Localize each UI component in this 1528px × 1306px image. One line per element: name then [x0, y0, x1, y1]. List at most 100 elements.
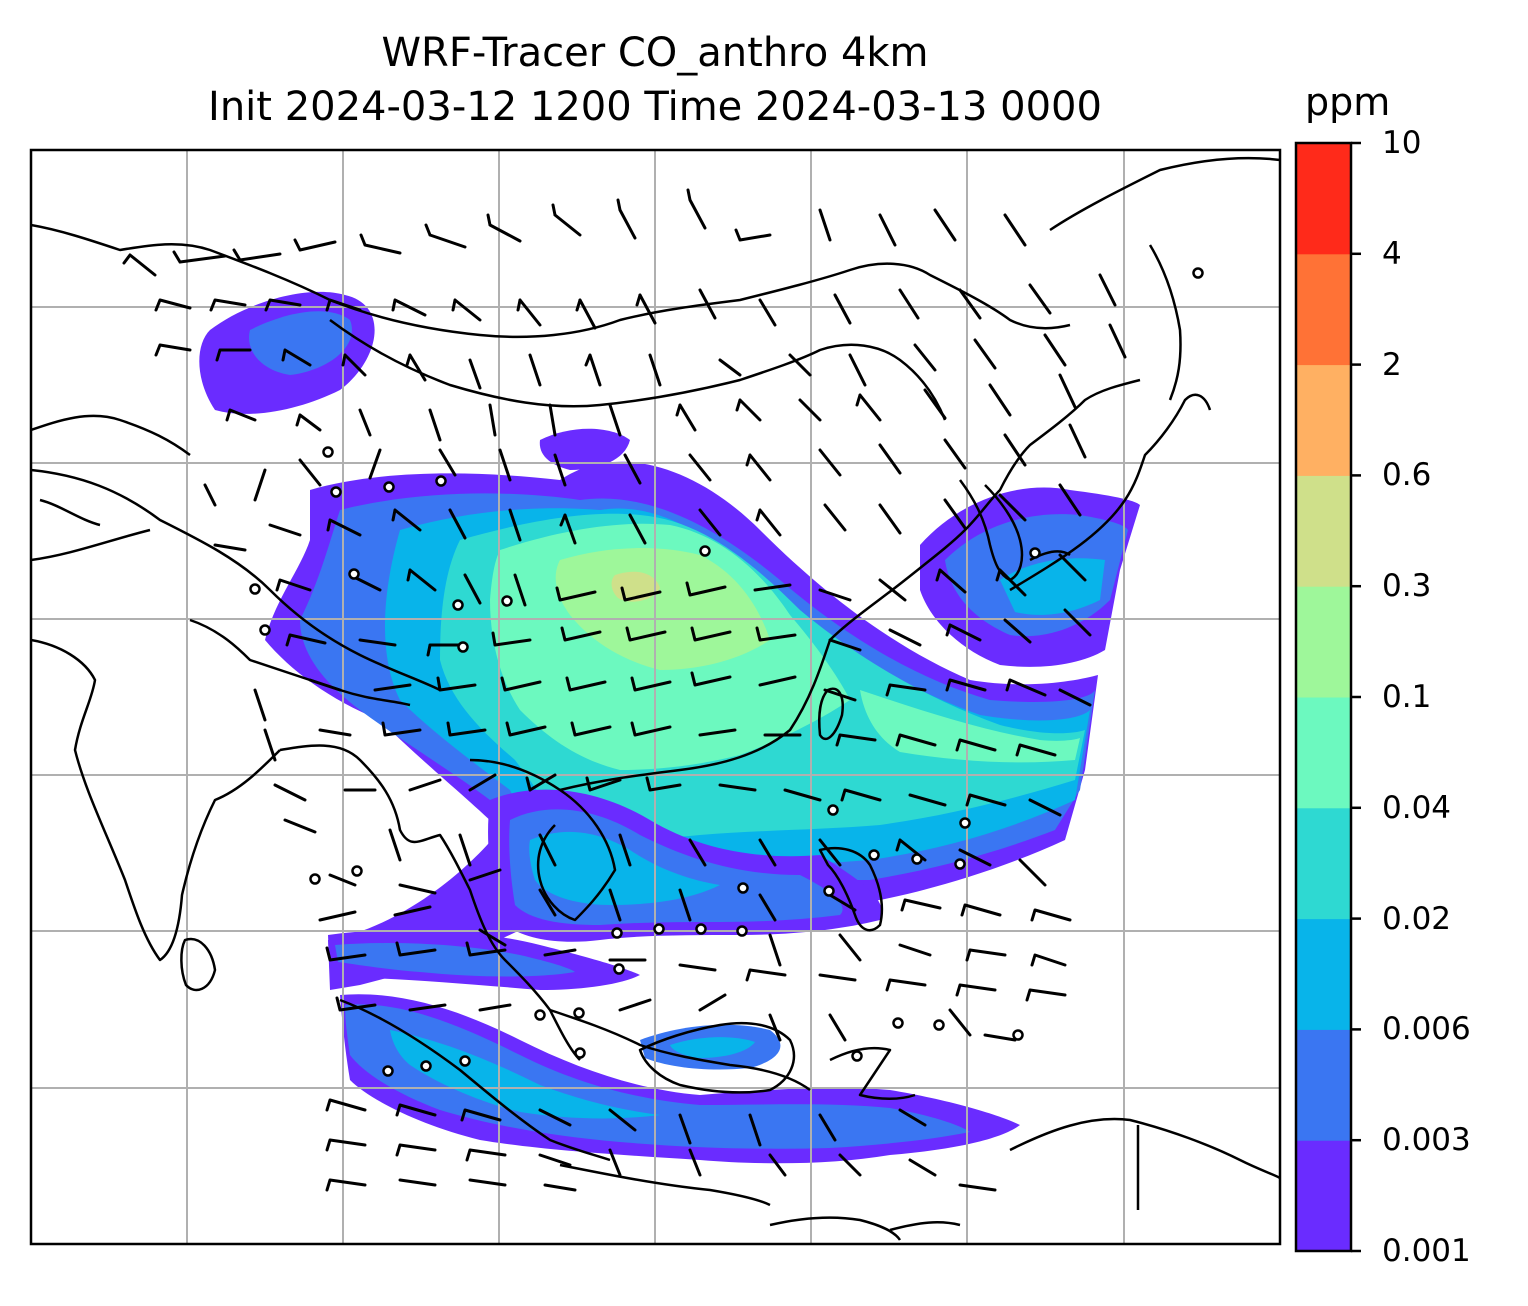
wind-barb: [838, 1153, 862, 1177]
wind-barb: [685, 581, 727, 597]
calm-marker: [1029, 547, 1041, 559]
wind-barb: [408, 1003, 447, 1012]
wind-barb: [543, 1183, 577, 1192]
wind-barb: [678, 1113, 692, 1145]
wind-barb: [965, 793, 1007, 807]
wind-barb: [1058, 483, 1082, 517]
wind-barb: [395, 941, 437, 957]
wind-barb: [998, 493, 1027, 522]
colorbar-tick-label: 0.02: [1382, 900, 1452, 937]
wind-barb: [895, 733, 937, 747]
wind-barb: [898, 288, 920, 320]
wind-barb: [608, 1148, 622, 1177]
wind-barb: [391, 298, 427, 317]
wind-barb: [620, 586, 662, 602]
colorbar: [1296, 141, 1361, 1253]
coastline-china: [559, 378, 1141, 792]
wind-barb: [988, 383, 1012, 417]
wind-barb: [553, 453, 567, 487]
wind-barb: [468, 1178, 507, 1187]
wind-barb: [630, 721, 672, 737]
calm-marker: [695, 923, 707, 935]
wind-barb: [983, 1033, 1017, 1042]
wind-barb: [818, 1113, 837, 1142]
wind-barb: [575, 298, 597, 330]
wind-barb: [768, 1013, 782, 1042]
wind-barbs: [122, 188, 1127, 1192]
colorbar-tick-label: 0.04: [1382, 789, 1452, 826]
wind-barb: [608, 1108, 637, 1132]
colorbar-segment: [1296, 364, 1351, 476]
wind-barb: [885, 683, 927, 697]
wind-barb: [823, 688, 857, 702]
wind-barb: [295, 413, 322, 432]
wind-barb: [253, 468, 267, 502]
wind-barb: [424, 223, 467, 249]
wind-barb: [565, 676, 607, 692]
wind-barb: [818, 838, 842, 867]
wind-barb: [1005, 678, 1047, 697]
wind-barb: [232, 248, 282, 262]
wind-barb: [630, 676, 672, 692]
wind-barb: [900, 898, 942, 912]
wind-barb: [618, 998, 652, 1012]
wind-barb: [203, 483, 217, 507]
colorbar-segment: [1296, 918, 1351, 1030]
calm-marker: [574, 1047, 586, 1059]
wind-barb: [1030, 908, 1072, 922]
wind-barb: [898, 943, 932, 957]
wind-barb: [486, 213, 522, 243]
wind-barb: [358, 638, 397, 647]
wind-barb: [273, 783, 307, 802]
wind-barb: [913, 343, 937, 372]
colorbar-segment: [1296, 697, 1351, 809]
calm-marker: [459, 1055, 471, 1067]
colorbar-frame: [1294, 141, 1353, 1253]
calm-marker: [383, 481, 395, 493]
wind-barb: [888, 628, 922, 647]
wind-barb: [391, 508, 422, 532]
colorbar-tick-label: 0.3: [1382, 568, 1432, 605]
wind-barb: [1068, 423, 1087, 459]
wind-barb: [688, 1148, 702, 1177]
wind-barb: [438, 448, 457, 477]
wind-barb: [828, 638, 862, 652]
calm-marker: [501, 595, 513, 607]
calm-marker: [420, 1060, 432, 1072]
wind-barb: [359, 233, 402, 255]
wind-barb: [818, 448, 842, 477]
wind-barb: [283, 818, 317, 834]
calm-marker: [892, 1017, 904, 1029]
wind-barb: [1058, 373, 1077, 409]
wind-barb: [584, 353, 602, 387]
wind-barb: [1058, 553, 1087, 582]
wind-barb: [625, 626, 667, 642]
wind-barb: [368, 448, 382, 480]
colorbar-tick-label: 0.6: [1382, 457, 1432, 494]
wind-barb: [1018, 858, 1047, 887]
wind-barb: [745, 968, 787, 982]
border-mongolia-russia: [31, 223, 1071, 339]
wind-barb: [275, 578, 312, 592]
colorbar-tick-label: 10: [1382, 125, 1422, 161]
wind-barb: [325, 1138, 367, 1152]
wind-barb: [838, 933, 862, 962]
wind-barb: [818, 588, 852, 602]
wind-barb: [468, 773, 497, 792]
wind-barb: [955, 738, 997, 752]
wind-barb: [698, 728, 737, 737]
wind-barb: [758, 675, 797, 687]
wind-barb: [460, 1108, 502, 1122]
colorbar-segment: [1296, 475, 1351, 587]
colorbar-segment: [1296, 143, 1351, 255]
wind-barb: [538, 888, 557, 917]
wind-barb: [551, 203, 582, 237]
wind-barb: [835, 733, 877, 747]
wind-barb: [734, 228, 772, 242]
wind-barb: [948, 1008, 972, 1037]
wind-barb: [281, 348, 312, 367]
wind-barb: [878, 213, 897, 247]
map-frame: [29, 148, 1282, 1246]
wind-barb: [326, 518, 362, 537]
